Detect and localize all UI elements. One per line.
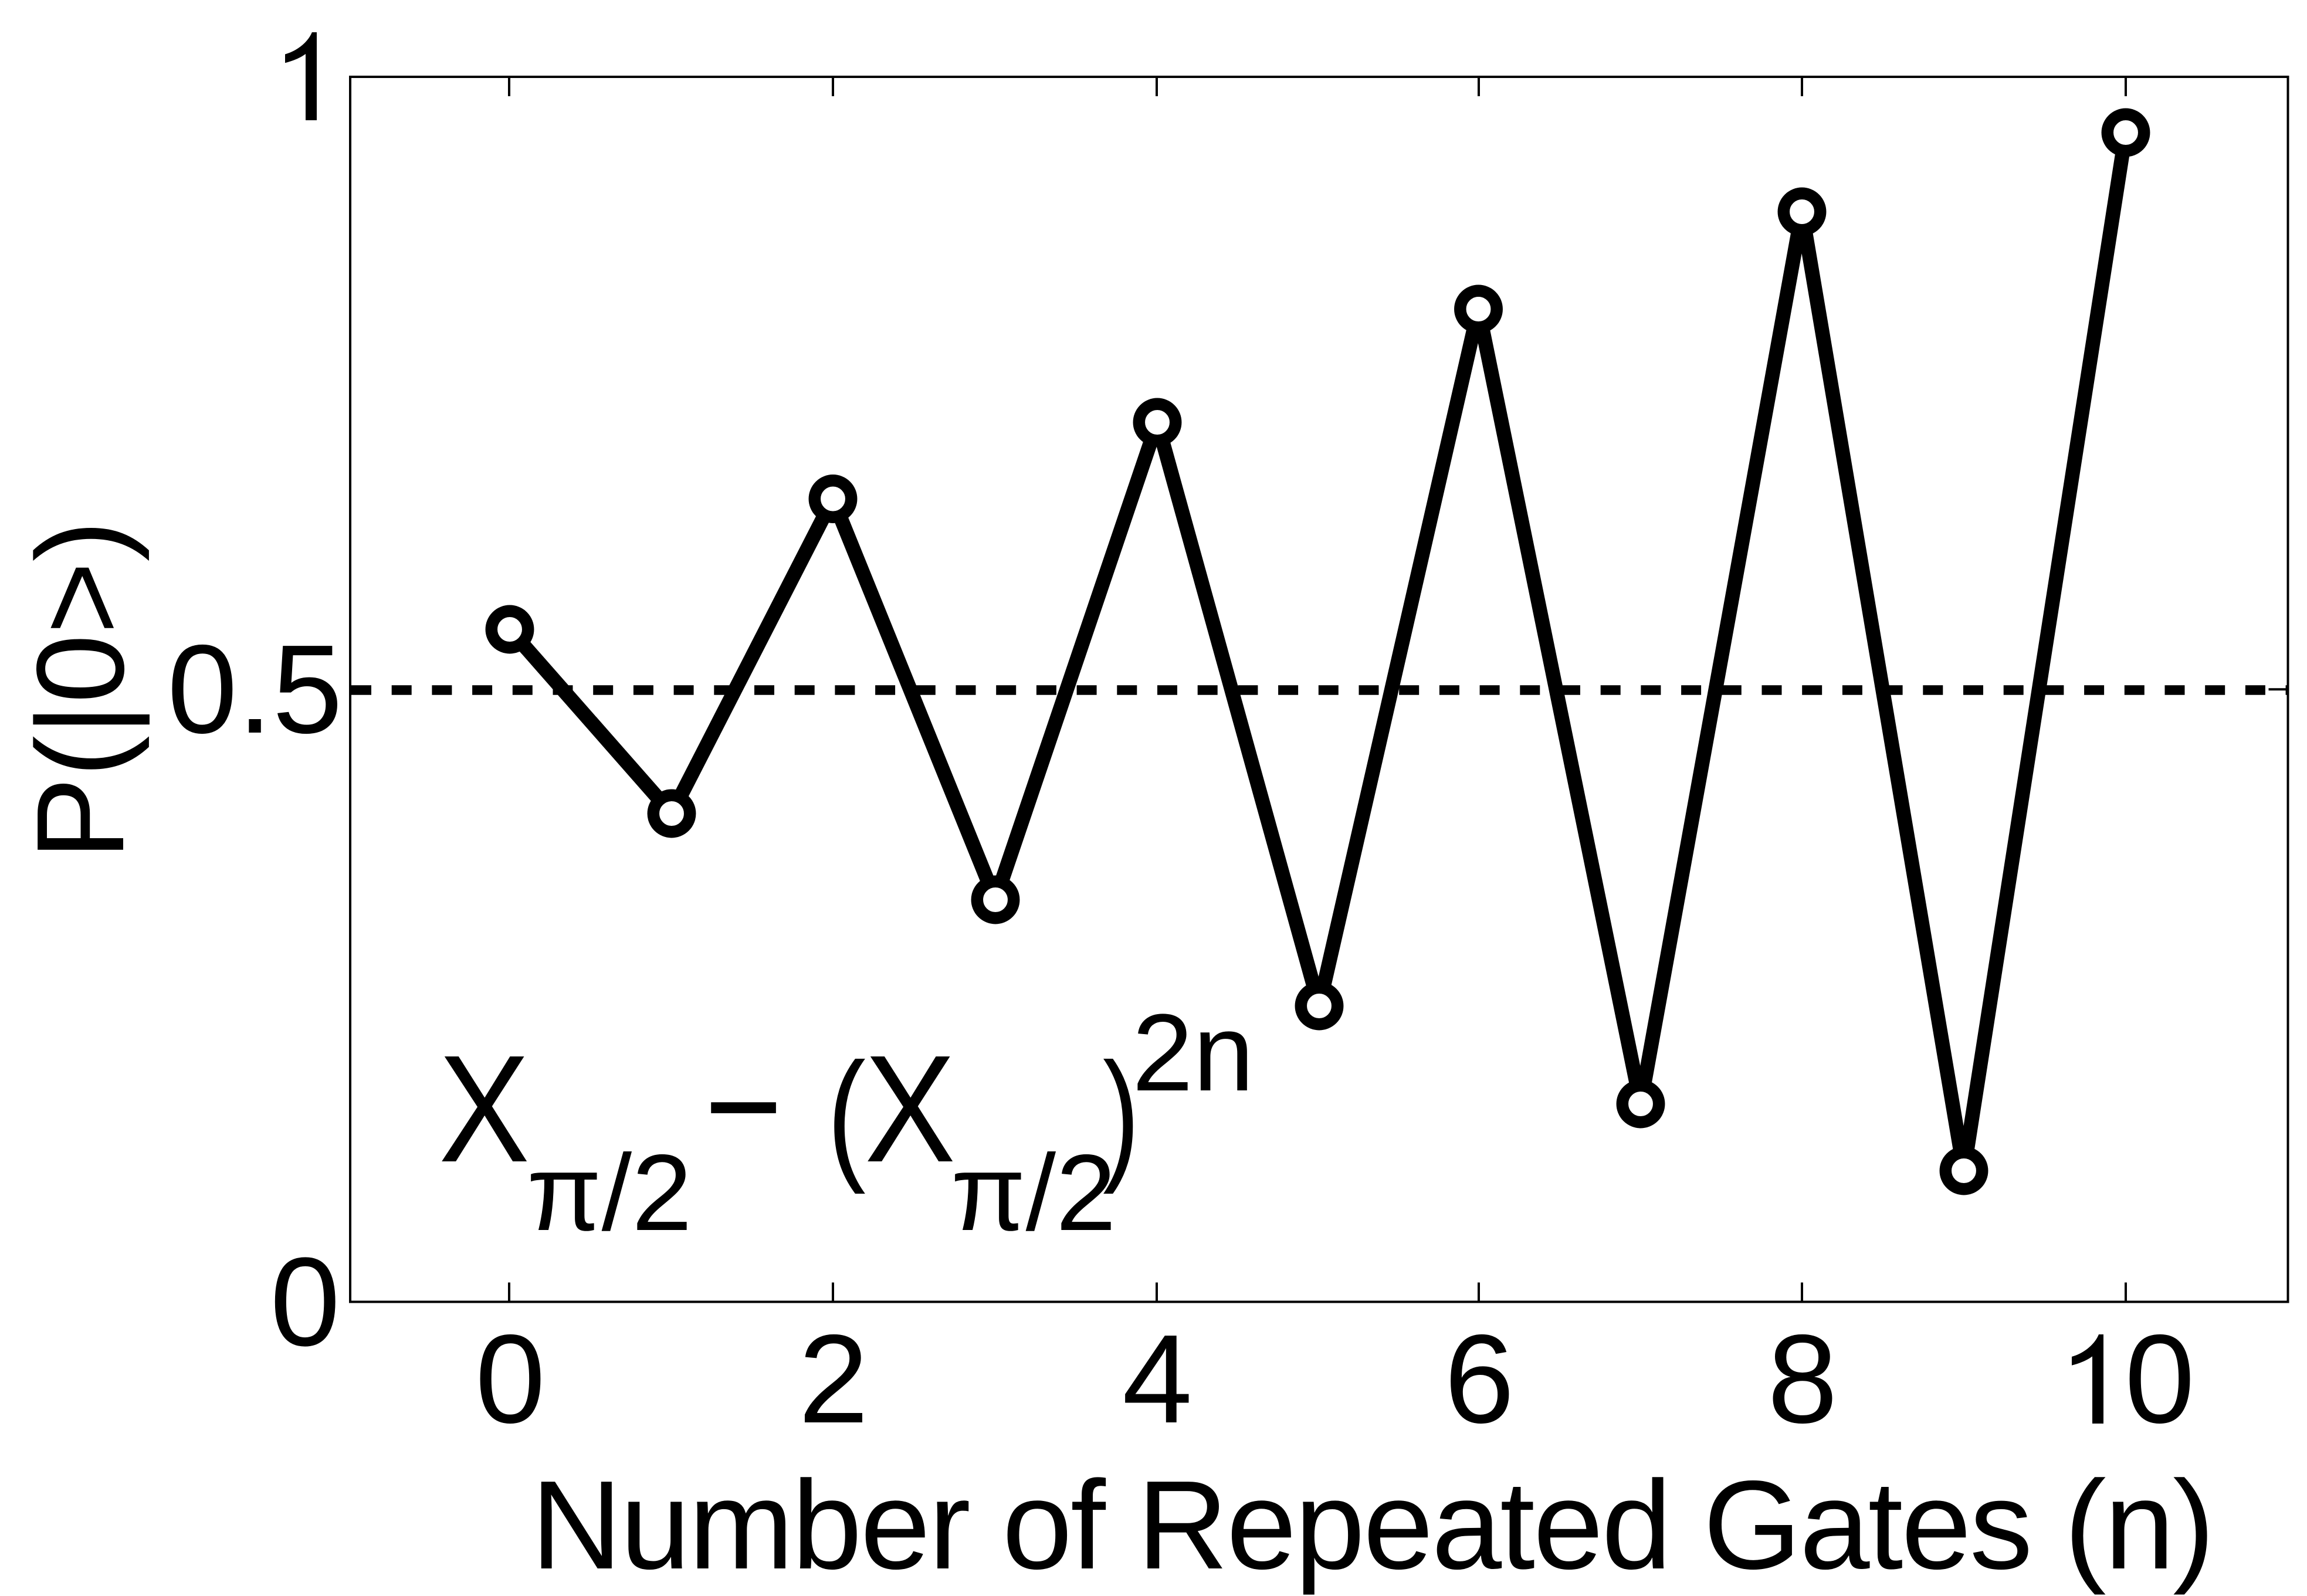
svg-text:0: 0 — [2125, 1308, 2195, 1449]
svg-text:X: X — [439, 1024, 530, 1194]
svg-text:2: 2 — [798, 1308, 869, 1449]
svg-text:0: 0 — [270, 1231, 340, 1373]
svg-text:0: 0 — [475, 1308, 546, 1449]
svg-text:Number of Repeated Gates (n): Number of Repeated Gates (n) — [531, 1454, 2213, 1595]
svg-text:X: X — [865, 1024, 956, 1194]
svg-text:): ) — [1103, 1033, 1140, 1195]
svg-text:−: − — [704, 1021, 782, 1191]
svg-text:8: 8 — [1767, 1308, 1838, 1449]
svg-text:6: 6 — [1444, 1308, 1515, 1449]
svg-text:π/2: π/2 — [951, 1133, 1116, 1253]
svg-text:4: 4 — [1122, 1308, 1193, 1449]
svg-text:P(|0>): P(|0>) — [11, 520, 150, 860]
svg-text:2n: 2n — [1132, 991, 1254, 1114]
svg-text:π/2: π/2 — [527, 1133, 692, 1253]
svg-text:(: ( — [827, 1033, 866, 1195]
svg-text:0.5: 0.5 — [167, 618, 343, 760]
